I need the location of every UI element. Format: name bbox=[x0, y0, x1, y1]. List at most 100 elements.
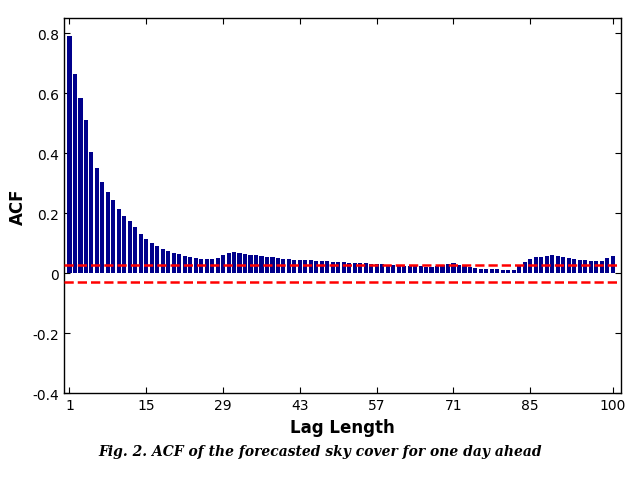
Bar bbox=[150, 244, 154, 274]
Bar bbox=[429, 267, 434, 274]
X-axis label: Lag Length: Lag Length bbox=[290, 418, 395, 436]
Bar bbox=[484, 269, 488, 274]
Bar bbox=[265, 257, 269, 274]
Bar bbox=[594, 262, 598, 274]
Bar bbox=[424, 267, 428, 274]
Bar bbox=[561, 257, 565, 274]
Bar bbox=[474, 268, 477, 274]
Bar bbox=[254, 256, 258, 274]
Bar bbox=[177, 255, 181, 274]
Bar bbox=[287, 260, 291, 274]
Bar bbox=[325, 262, 330, 274]
Bar bbox=[166, 252, 170, 274]
Bar bbox=[358, 264, 362, 274]
Bar bbox=[116, 209, 121, 274]
Bar bbox=[578, 260, 582, 274]
Bar bbox=[446, 265, 450, 274]
Bar bbox=[172, 253, 176, 274]
Bar bbox=[67, 37, 72, 274]
Bar bbox=[506, 271, 511, 274]
Bar bbox=[282, 259, 285, 274]
Bar bbox=[490, 270, 494, 274]
Bar bbox=[550, 256, 554, 274]
Bar bbox=[276, 259, 280, 274]
Bar bbox=[210, 260, 214, 274]
Bar bbox=[221, 256, 225, 274]
Bar bbox=[347, 263, 351, 274]
Bar bbox=[199, 259, 204, 274]
Bar bbox=[501, 270, 505, 274]
Bar bbox=[451, 264, 456, 274]
Bar bbox=[402, 266, 406, 274]
Bar bbox=[216, 259, 220, 274]
Bar bbox=[188, 258, 192, 274]
Bar bbox=[583, 261, 588, 274]
Bar bbox=[298, 260, 302, 274]
Bar bbox=[540, 257, 543, 274]
Bar bbox=[303, 261, 307, 274]
Bar bbox=[259, 256, 264, 274]
Bar bbox=[144, 240, 148, 274]
Bar bbox=[413, 266, 417, 274]
Bar bbox=[182, 256, 187, 274]
Bar bbox=[336, 263, 340, 274]
Bar bbox=[457, 265, 461, 274]
Bar bbox=[385, 265, 390, 274]
Bar bbox=[440, 266, 445, 274]
Bar bbox=[600, 262, 604, 274]
Bar bbox=[128, 221, 132, 274]
Bar bbox=[435, 266, 439, 274]
Bar bbox=[90, 153, 93, 274]
Text: Fig. 2. ACF of the forecasted sky cover for one day ahead: Fig. 2. ACF of the forecasted sky cover … bbox=[98, 444, 542, 458]
Bar bbox=[133, 228, 138, 274]
Bar bbox=[79, 98, 83, 274]
Bar bbox=[605, 258, 609, 274]
Bar bbox=[528, 259, 532, 274]
Bar bbox=[364, 264, 368, 274]
Bar bbox=[161, 249, 165, 274]
Bar bbox=[462, 267, 467, 274]
Bar bbox=[248, 255, 253, 274]
Bar bbox=[342, 263, 346, 274]
Bar bbox=[534, 258, 538, 274]
Bar bbox=[111, 201, 115, 274]
Bar bbox=[320, 262, 324, 274]
Bar bbox=[556, 256, 560, 274]
Bar bbox=[292, 260, 296, 274]
Bar bbox=[611, 256, 614, 274]
Bar bbox=[95, 169, 99, 274]
Bar bbox=[517, 265, 522, 274]
Bar bbox=[106, 193, 110, 274]
Bar bbox=[369, 264, 373, 274]
Bar bbox=[84, 121, 88, 274]
Y-axis label: ACF: ACF bbox=[9, 188, 27, 225]
Bar bbox=[408, 266, 412, 274]
Bar bbox=[122, 217, 127, 274]
Bar bbox=[523, 263, 527, 274]
Bar bbox=[243, 254, 247, 274]
Bar bbox=[495, 270, 499, 274]
Bar bbox=[155, 247, 159, 274]
Bar bbox=[479, 269, 483, 274]
Bar bbox=[100, 182, 104, 274]
Bar bbox=[566, 258, 571, 274]
Bar bbox=[309, 261, 313, 274]
Bar bbox=[237, 253, 242, 274]
Bar bbox=[314, 261, 319, 274]
Bar bbox=[391, 265, 396, 274]
Bar bbox=[545, 256, 549, 274]
Bar bbox=[270, 258, 275, 274]
Bar bbox=[193, 259, 198, 274]
Bar bbox=[73, 74, 77, 274]
Bar bbox=[572, 259, 576, 274]
Bar bbox=[512, 271, 516, 274]
Bar bbox=[205, 259, 209, 274]
Bar bbox=[227, 253, 230, 274]
Bar bbox=[353, 264, 357, 274]
Bar bbox=[419, 267, 422, 274]
Bar bbox=[589, 261, 593, 274]
Bar bbox=[139, 235, 143, 274]
Bar bbox=[374, 264, 379, 274]
Bar bbox=[380, 265, 384, 274]
Bar bbox=[397, 266, 401, 274]
